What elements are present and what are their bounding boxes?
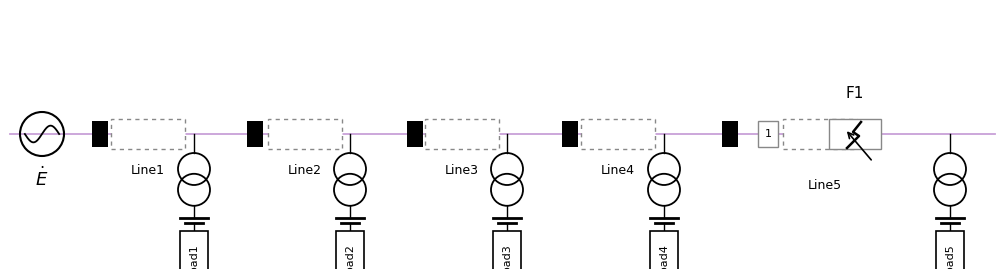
- Bar: [829, 119, 881, 149]
- Bar: [722, 121, 738, 147]
- Bar: [581, 119, 655, 149]
- Bar: [268, 119, 342, 149]
- Bar: [562, 121, 578, 147]
- Text: Line1: Line1: [131, 164, 165, 177]
- Bar: [407, 121, 423, 147]
- Bar: [111, 119, 185, 149]
- Text: F1: F1: [846, 86, 864, 101]
- Text: Load1: Load1: [189, 243, 199, 269]
- Bar: [758, 121, 778, 147]
- Text: 1: 1: [765, 129, 772, 139]
- Text: Load3: Load3: [502, 243, 512, 269]
- Text: Line5: Line5: [808, 179, 842, 192]
- Text: Load2: Load2: [345, 243, 355, 269]
- Bar: [650, 231, 678, 269]
- Text: Line4: Line4: [601, 164, 635, 177]
- Bar: [936, 231, 964, 269]
- Bar: [92, 121, 108, 147]
- Text: Load4: Load4: [659, 243, 669, 269]
- Bar: [180, 231, 208, 269]
- Bar: [425, 119, 499, 149]
- Text: Line3: Line3: [445, 164, 479, 177]
- Bar: [493, 231, 521, 269]
- Bar: [247, 121, 263, 147]
- Bar: [783, 119, 857, 149]
- Text: Line2: Line2: [288, 164, 322, 177]
- Text: Load5: Load5: [945, 243, 955, 269]
- Bar: [336, 231, 364, 269]
- Text: $\dot{E}$: $\dot{E}$: [35, 166, 49, 190]
